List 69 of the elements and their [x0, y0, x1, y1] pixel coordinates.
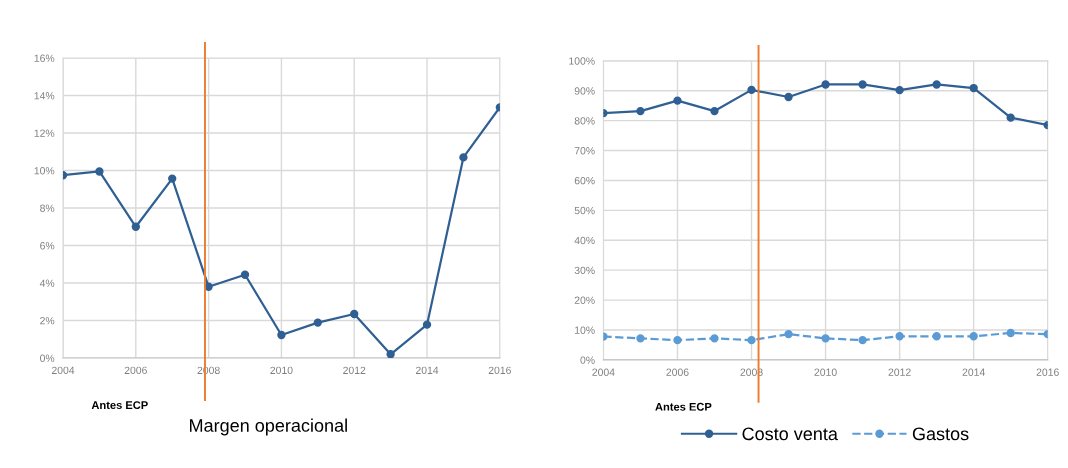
point [240, 270, 250, 279]
x-tick-label: 2012 [888, 368, 911, 376]
x-tick-label: 2016 [1036, 368, 1059, 376]
y-tick-label: 8% [40, 204, 55, 212]
y-tick-label: 80% [574, 117, 595, 125]
point [747, 335, 756, 345]
y-tick-label: 4% [39, 279, 55, 287]
point [784, 92, 793, 102]
point [95, 167, 104, 176]
y-tick-label: 60% [574, 176, 595, 185]
point [636, 106, 645, 116]
y-tick-label: 16% [34, 54, 55, 62]
point [1006, 328, 1015, 338]
y-tick-label: 100% [569, 57, 595, 65]
point [821, 334, 830, 343]
point [932, 332, 941, 341]
y-tick-label: 10% [575, 326, 595, 334]
x-tick-label: 2004 [51, 366, 75, 374]
x-tick-label: 2012 [343, 366, 366, 374]
point [422, 320, 432, 329]
x-tick-label: 2014 [415, 366, 439, 374]
x-tick-label: 2016 [488, 366, 511, 374]
y-tick-label: 0% [580, 356, 595, 364]
y-tick-label: 2% [40, 317, 55, 325]
point [747, 85, 756, 95]
point [969, 332, 978, 341]
text: Antes ECP [655, 402, 712, 411]
point [969, 83, 978, 93]
point [350, 309, 359, 319]
point [313, 318, 322, 327]
x-tick-label: 2006 [124, 366, 147, 374]
legend-label: Costo venta [742, 427, 838, 441]
point [895, 332, 904, 341]
point [459, 153, 468, 162]
text: Margen operacional [190, 418, 347, 436]
point [131, 222, 140, 231]
y-tick-label: 12% [34, 129, 55, 137]
x-tick-label: 2004 [592, 368, 615, 376]
y-tick-label: 50% [574, 206, 595, 215]
y-tick-label: 10% [34, 167, 55, 175]
y-tick-label: 40% [574, 236, 595, 245]
point [673, 335, 682, 345]
point [636, 334, 645, 343]
point [277, 330, 286, 340]
point [858, 335, 867, 345]
x-tick-label: 2014 [962, 368, 985, 376]
point [895, 85, 904, 95]
point [673, 96, 682, 105]
point [710, 334, 719, 343]
y-tick-label: 20% [574, 296, 595, 304]
y-tick-label: 6% [40, 242, 55, 250]
point [821, 80, 830, 89]
x-tick-label: 2006 [666, 368, 689, 376]
y-tick-label: 70% [574, 147, 595, 155]
point [710, 106, 719, 116]
y-tick-label: 90% [574, 87, 595, 95]
text: Antes ECP [91, 401, 148, 409]
point [784, 330, 793, 339]
legend-label: Gastos [912, 427, 969, 441]
point [386, 350, 395, 359]
point [858, 80, 867, 89]
point [168, 174, 177, 183]
point [932, 80, 941, 89]
y-tick-label: 30% [574, 266, 595, 275]
y-tick-label: 14% [34, 92, 55, 100]
point [1006, 113, 1015, 122]
y-tick-label: 0% [40, 354, 55, 362]
x-tick-label: 2010 [270, 366, 293, 374]
x-tick-label: 2010 [814, 368, 837, 376]
